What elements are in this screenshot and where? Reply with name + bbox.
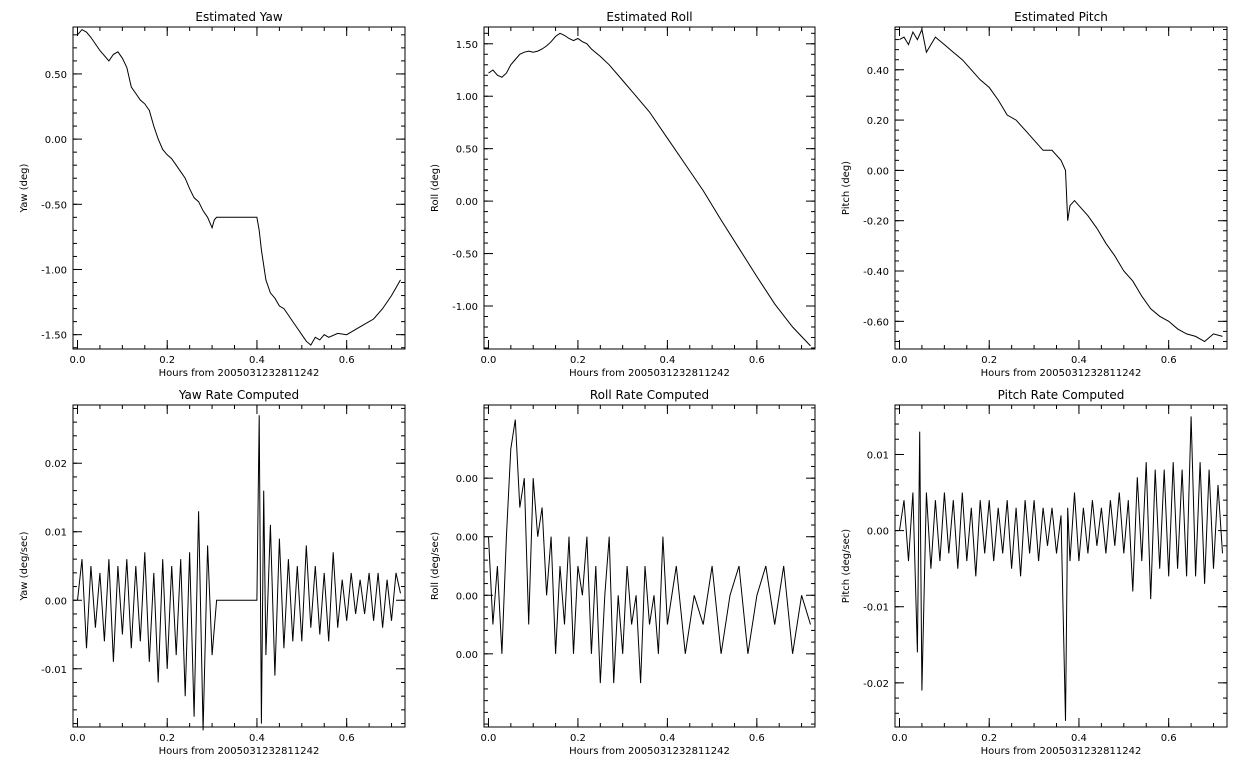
chart-title: Estimated Roll <box>606 10 692 24</box>
chart-title: Pitch Rate Computed <box>998 388 1125 402</box>
y-tick-label: -0.40 <box>863 267 889 278</box>
y-axis-label: Pitch (deg) <box>841 161 852 215</box>
y-tick-label: 0.00 <box>456 197 478 208</box>
x-tick-label: 0.2 <box>981 733 997 744</box>
y-tick-label: 1.00 <box>456 92 478 103</box>
x-tick-label: 0.2 <box>159 355 175 366</box>
panel-6: 0.0 0.2 0.4 0.6 -0.02 -0.01 0.00 0.01 Pitch Rate… <box>841 388 1228 757</box>
chart-title: Estimated Pitch <box>1014 10 1108 24</box>
x-tick-label: 0.2 <box>570 733 586 744</box>
panel-4: 0.0 0.2 0.4 0.6 -0.01 0.00 0.01 0.02 Yaw Rate Co… <box>19 388 406 757</box>
x-tick-label: 0.0 <box>892 733 908 744</box>
panel-1: 0.0 0.2 0.4 0.6 -1.50 -1.00 -0.50 0.00 0.50 Estim… <box>19 10 406 379</box>
x-tick-label: 0.4 <box>1071 355 1087 366</box>
x-tick-label: 0.4 <box>1071 733 1087 744</box>
x-tick-label: 0.0 <box>70 733 86 744</box>
x-tick-label: 0.4 <box>659 733 675 744</box>
y-axis-label: Yaw (deg/sec) <box>19 531 30 601</box>
x-tick-label: 0.6 <box>1161 355 1177 366</box>
plot-frame <box>72 404 406 728</box>
y-tick-label: 0.00 <box>456 650 478 661</box>
x-tick-label: 0.6 <box>339 733 355 744</box>
y-tick-label: 0.50 <box>45 70 67 81</box>
y-tick-label: 0.00 <box>45 596 67 607</box>
x-axis-label: Hours from 2005031232811242 <box>569 368 730 379</box>
y-axis-label: Pitch (deg/sec) <box>841 529 852 604</box>
x-tick-label: 0.0 <box>70 355 86 366</box>
y-tick-label: 0.00 <box>45 135 67 146</box>
y-tick-label: -0.50 <box>452 250 478 261</box>
y-tick-label: 0.00 <box>867 527 889 538</box>
x-axis-label: Hours from 2005031232811242 <box>981 746 1142 757</box>
y-tick-label: -0.20 <box>863 217 889 228</box>
y-tick-label: -0.01 <box>41 665 67 676</box>
y-tick-label: -0.02 <box>863 679 889 690</box>
series-line-1 <box>899 27 1223 343</box>
y-tick-label: -1.00 <box>452 302 478 313</box>
x-tick-label: 0.6 <box>339 355 355 366</box>
y-tick-label: 0.20 <box>867 116 889 127</box>
x-tick-label: 0.6 <box>749 355 765 366</box>
chart-title: Roll Rate Computed <box>590 388 709 402</box>
panel-5: 0.0 0.2 0.4 0.6 0.00 0.00 0.00 0.00 Roll Rate Co… <box>430 388 816 757</box>
x-axis-label: Hours from 2005031232811242 <box>981 368 1142 379</box>
x-tick-label: 0.4 <box>249 733 265 744</box>
y-tick-label: -0.01 <box>863 603 889 614</box>
y-tick-label: 0.40 <box>867 66 889 77</box>
series-line-1 <box>77 28 401 346</box>
y-tick-label: -1.00 <box>41 265 67 276</box>
y-tick-label: -0.60 <box>863 317 889 328</box>
y-tick-label: -1.50 <box>41 331 67 342</box>
x-axis-label: Hours from 2005031232811242 <box>159 368 320 379</box>
plot-frame <box>72 26 406 350</box>
x-tick-label: 0.2 <box>159 733 175 744</box>
panel-2: 0.0 0.2 0.4 0.6 -1.00 -0.50 0.00 0.50 1.00 1.50 Es… <box>430 10 816 379</box>
chart-title: Estimated Yaw <box>195 10 282 24</box>
x-tick-label: 0.2 <box>570 355 586 366</box>
series-line-1 <box>488 419 811 684</box>
series-line-1 <box>77 415 401 731</box>
x-tick-label: 0.6 <box>1161 733 1177 744</box>
x-tick-label: 0.6 <box>749 733 765 744</box>
y-tick-label: 0.00 <box>456 591 478 602</box>
y-tick-label: 0.00 <box>867 166 889 177</box>
y-tick-label: 0.02 <box>45 459 67 470</box>
series-line-1 <box>488 32 811 347</box>
x-tick-label: 0.2 <box>981 355 997 366</box>
x-axis-label: Hours from 2005031232811242 <box>159 746 320 757</box>
y-tick-label: 0.00 <box>456 533 478 544</box>
x-tick-label: 0.0 <box>481 733 497 744</box>
y-tick-label: 1.50 <box>456 40 478 51</box>
y-tick-label: 0.01 <box>45 528 67 539</box>
y-tick-label: -0.50 <box>41 200 67 211</box>
chart-title: Yaw Rate Computed <box>178 388 299 402</box>
series-line-1 <box>899 416 1223 721</box>
plot-frame <box>894 26 1228 350</box>
plot-frame <box>894 404 1228 728</box>
x-axis-label: Hours from 2005031232811242 <box>569 746 730 757</box>
y-axis-label: Roll (deg) <box>430 164 441 212</box>
x-tick-label: 0.0 <box>892 355 908 366</box>
y-tick-label: 0.00 <box>456 474 478 485</box>
y-axis-label: Roll (deg/sec) <box>430 532 441 600</box>
x-tick-label: 0.0 <box>481 355 497 366</box>
y-tick-label: 0.50 <box>456 145 478 156</box>
x-tick-label: 0.4 <box>659 355 675 366</box>
x-tick-label: 0.4 <box>249 355 265 366</box>
plot-frame <box>483 404 816 728</box>
y-axis-label: Yaw (deg) <box>19 163 30 213</box>
plot-frame <box>483 26 816 350</box>
y-tick-label: 0.01 <box>867 450 889 461</box>
panel-3: 0.0 0.2 0.4 0.6 -0.60 -0.40 -0.20 0.00 0.20 0.40 E… <box>841 10 1228 379</box>
